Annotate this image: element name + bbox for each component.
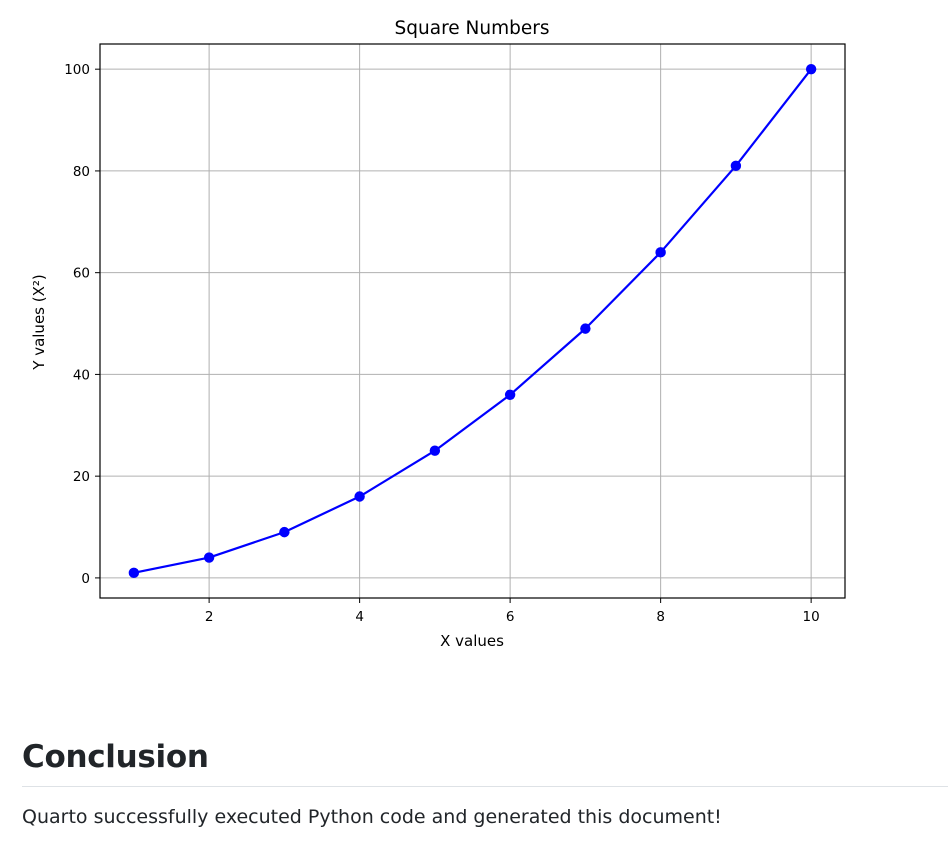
y-tick-label: 0 [81,571,90,587]
data-point [354,491,365,502]
y-tick-label: 60 [73,266,90,282]
data-point [504,389,516,400]
x-tick-label: 6 [506,609,515,625]
series-line [133,68,813,574]
chart-series [128,63,817,579]
data-point [429,445,441,456]
x-tick-label: 2 [205,609,214,625]
data-point [203,552,215,563]
x-axis-label: X values [440,632,504,650]
conclusion-heading: Conclusion [22,736,948,787]
chart-axes [99,43,846,599]
chart-title: Square Numbers [395,18,550,39]
conclusion-section: Conclusion Quarto successfully executed … [22,736,948,831]
chart-grid [100,44,845,598]
data-point [805,63,817,75]
x-tick-label: 4 [355,609,364,625]
y-axis-label: Y values (X²) [30,274,48,370]
data-point [655,247,666,258]
x-tick-label: 10 [803,609,820,625]
data-point [730,160,742,172]
data-point [279,526,290,538]
y-tick-label: 40 [73,367,90,383]
y-tick-label: 20 [73,469,90,485]
y-tick-label: 100 [64,62,90,78]
data-point [128,567,140,579]
x-tick-label: 8 [656,609,665,625]
y-tick-label: 80 [73,164,90,180]
data-point [580,323,591,334]
plot-frame [99,43,846,599]
conclusion-paragraph: Quarto successfully executed Python code… [22,806,722,828]
